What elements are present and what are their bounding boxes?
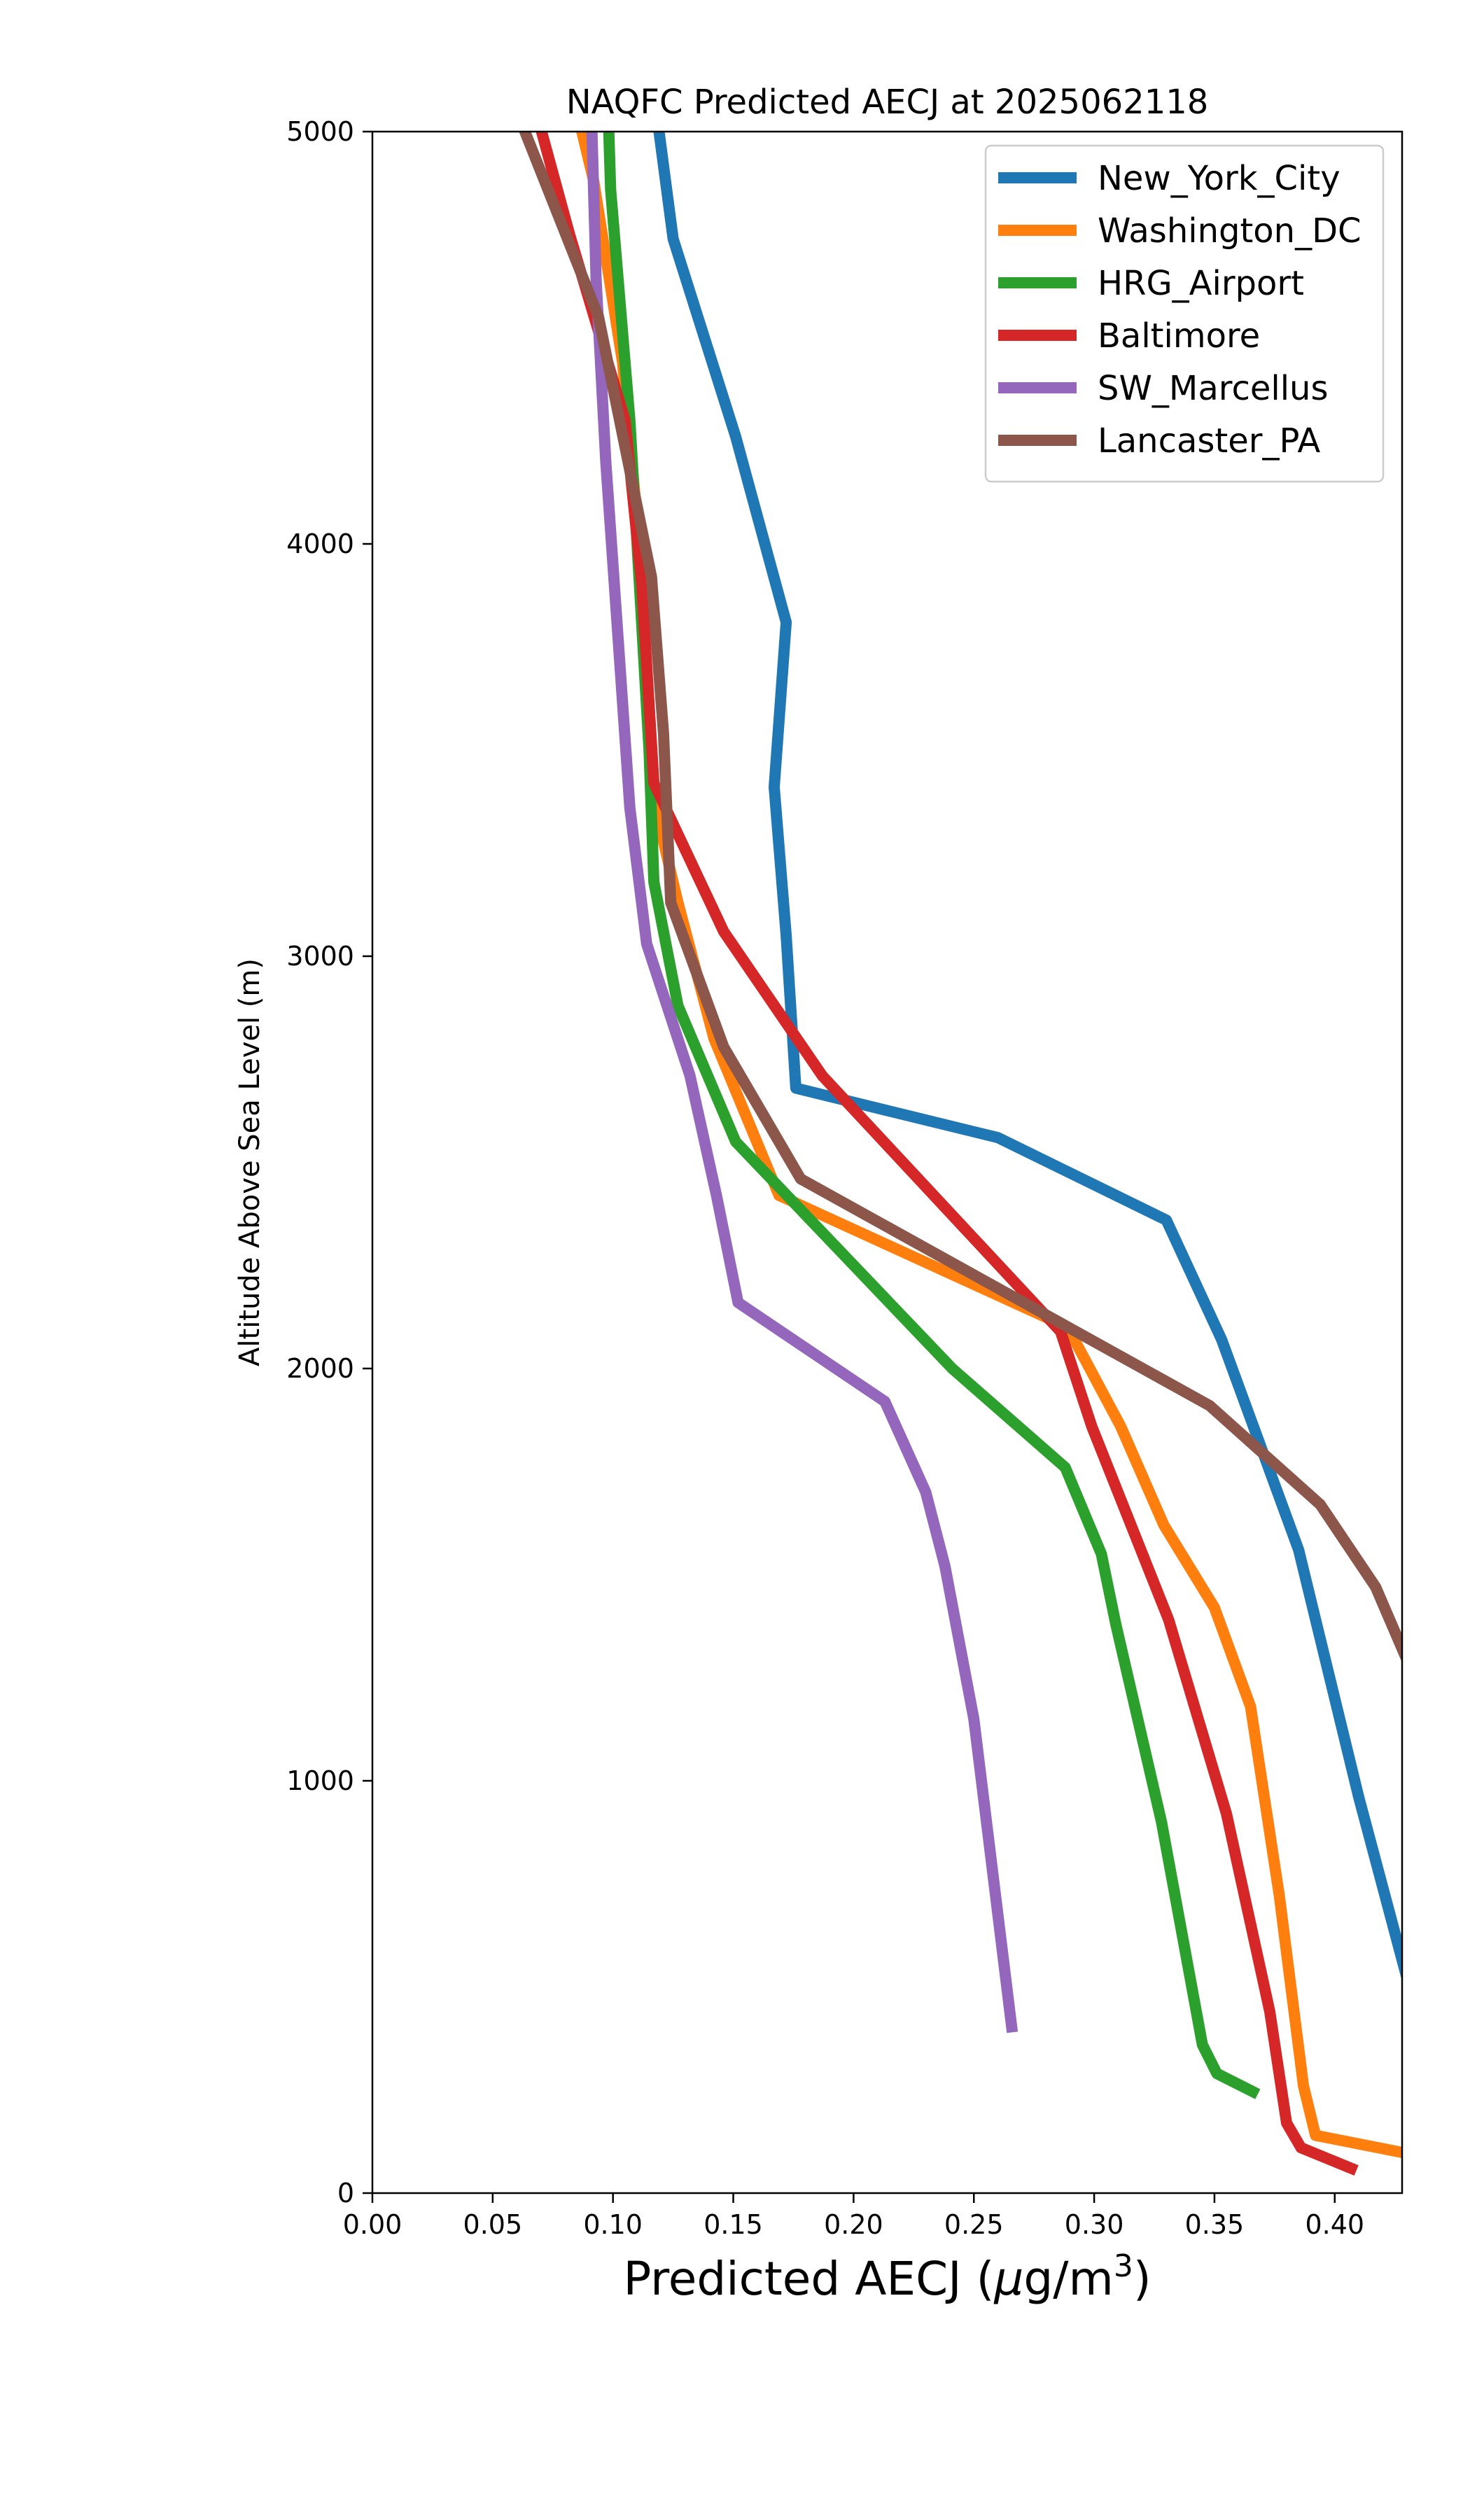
series-line-lancaster-pa — [519, 132, 1402, 1663]
y-tick-label: 5000 — [286, 116, 354, 147]
chart-title: NAQFC Predicted AECJ at 2025062118 — [566, 83, 1209, 122]
y-tick-label: 0 — [337, 2178, 354, 2208]
y-axis-label: Altitude Above Sea Level (m) — [234, 958, 266, 1366]
y-tick-label: 2000 — [286, 1353, 354, 1384]
y-tick-label: 1000 — [286, 1765, 354, 1796]
plot-frame — [371, 130, 1404, 2194]
x-axis-label-close: ) — [1133, 2252, 1152, 2306]
legend-label-hrg-airport: HRG_Airport — [1098, 264, 1304, 303]
legend-box — [984, 144, 1385, 483]
legend-label-sw-marcellus: SW_Marcellus — [1098, 369, 1328, 408]
x-tick-label: 0.00 — [343, 2209, 402, 2240]
x-axis-label: Predicted AECJ (μg/m3) — [623, 2248, 1151, 2306]
legend-label-new-york-city: New_York_City — [1098, 159, 1340, 198]
x-tick-label: 0.15 — [704, 2209, 763, 2240]
y-tick-label: 3000 — [286, 941, 354, 972]
series-line-sw-marcellus — [586, 132, 1018, 2033]
axes-layer: 0.00 0.05 0.10 0.15 0.20 0.25 0.30 0.35 0.40 0 100… — [286, 116, 1404, 2240]
x-tick-label: 0.05 — [463, 2209, 523, 2240]
x-tick-label: 0.35 — [1185, 2209, 1245, 2240]
x-tick-label: 0.40 — [1305, 2209, 1364, 2240]
legend: New_York_City Washington_DC HRG_Airport Bal… — [984, 144, 1385, 483]
legend-label-lancaster-pa: Lancaster_PA — [1098, 421, 1320, 461]
x-tick-label: 0.10 — [583, 2209, 643, 2240]
legend-label-washington-dc: Washington_DC — [1098, 211, 1362, 251]
series-line-new-york-city — [653, 132, 1402, 1982]
x-axis-label-exponent: 3 — [1114, 2248, 1133, 2284]
x-axis-label-main: Predicted AECJ ( — [623, 2252, 994, 2306]
x-tick-label: 0.20 — [824, 2209, 883, 2240]
x-axis-label-unit: g/m — [1023, 2252, 1113, 2306]
x-tick-label: 0.30 — [1065, 2209, 1124, 2240]
x-tick-label: 0.25 — [944, 2209, 1004, 2240]
y-tick-label: 4000 — [286, 528, 354, 559]
series-layer — [519, 132, 1402, 2176]
x-axis-label-mu: μ — [993, 2252, 1023, 2306]
legend-label-baltimore: Baltimore — [1098, 316, 1260, 356]
